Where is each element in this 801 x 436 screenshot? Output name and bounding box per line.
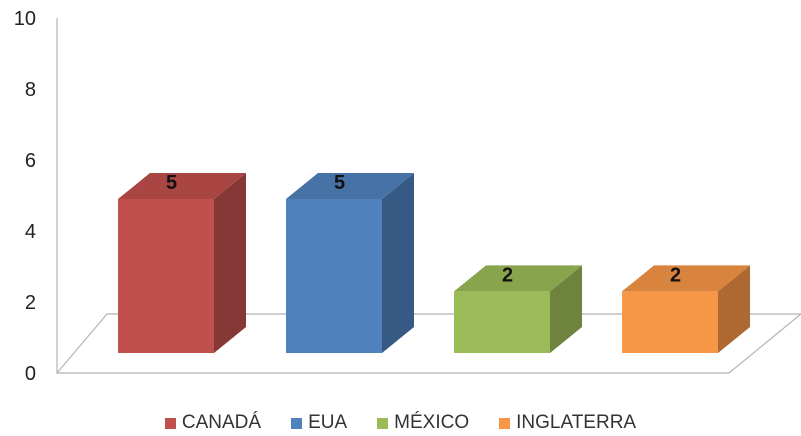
legend-swatch xyxy=(377,417,389,429)
legend-swatch xyxy=(291,417,303,429)
legend-label: CANADÁ xyxy=(181,412,262,433)
bar-side xyxy=(382,173,414,353)
legend-label: INGLATERRA xyxy=(516,412,637,433)
legend-label: MÉXICO xyxy=(394,412,470,433)
y-tick-label: 0 xyxy=(25,363,36,385)
legend-item: CANADÁ xyxy=(164,412,262,434)
legend-item: MÉXICO xyxy=(377,412,469,434)
bar-top xyxy=(286,173,414,199)
y-tick-label: 4 xyxy=(25,221,36,243)
y-tick-label: 6 xyxy=(25,150,36,172)
bar-side xyxy=(550,265,582,353)
bar-front xyxy=(286,199,382,353)
data-labels: 5 5 2 2 xyxy=(166,172,681,286)
bar-side xyxy=(718,265,750,353)
legend: CANADÁ EUA MÉXICO INGLATERRA xyxy=(0,412,801,434)
legend-swatch xyxy=(164,417,176,429)
legend-label: EUA xyxy=(308,412,348,433)
legend-item: INGLATERRA xyxy=(499,412,636,434)
legend-swatch xyxy=(499,417,511,429)
bar-top xyxy=(454,265,582,292)
bar-front xyxy=(454,291,550,353)
y-tick-label: 2 xyxy=(25,292,36,314)
data-label: 5 xyxy=(166,172,177,194)
bar-canadá xyxy=(118,173,246,353)
bar-top xyxy=(118,173,246,199)
bar-eua xyxy=(286,173,414,353)
bar-front xyxy=(622,291,718,353)
bar-méxico xyxy=(454,265,582,353)
data-label: 5 xyxy=(334,172,345,194)
bar-front xyxy=(118,199,214,353)
legend-item: EUA xyxy=(291,412,347,434)
y-tick-label: 10 xyxy=(14,8,36,30)
data-label: 2 xyxy=(502,264,513,286)
bar-inglaterra xyxy=(622,265,750,353)
y-axis: 0 2 4 6 8 10 xyxy=(14,8,58,385)
bar-top xyxy=(622,265,750,292)
data-label: 2 xyxy=(670,264,681,286)
y-tick-label: 8 xyxy=(25,79,36,101)
bars xyxy=(118,173,750,353)
bar-side xyxy=(214,173,246,353)
